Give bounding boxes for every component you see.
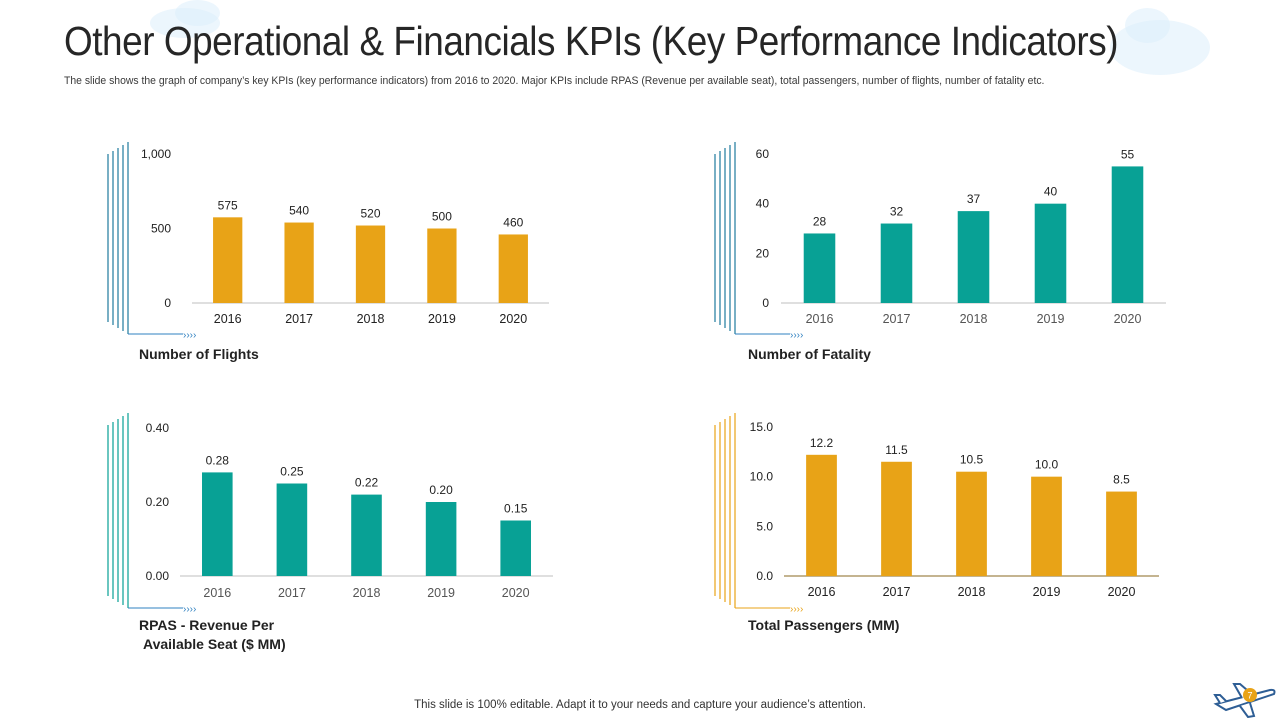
bar <box>355 225 386 303</box>
bar <box>1034 203 1067 303</box>
bar-value-label: 10.0 <box>1035 458 1059 472</box>
bar-value-label: 0.20 <box>429 483 453 497</box>
bar-value-label: 0.22 <box>355 476 379 490</box>
y-tick-label: 0.40 <box>146 421 170 435</box>
bar-value-label: 37 <box>967 192 981 206</box>
chart-title-text: Number of Flights <box>139 346 259 362</box>
chart-title-flights: Number of Flights <box>139 345 259 364</box>
x-category-label: 2018 <box>960 312 988 326</box>
x-category-label: 2016 <box>214 312 242 326</box>
bar-value-label: 32 <box>890 205 904 219</box>
bar <box>806 454 837 576</box>
y-tick-label: 40 <box>756 197 770 211</box>
decorative-arrows: ›››› <box>183 604 196 615</box>
bar <box>213 217 243 303</box>
cloud-decoration <box>1125 8 1170 43</box>
y-tick-label: 5.0 <box>756 519 773 533</box>
bar-value-label: 10.5 <box>960 453 984 467</box>
x-category-label: 2016 <box>808 585 836 599</box>
bar-value-label: 500 <box>432 210 452 224</box>
bar-value-label: 575 <box>218 198 238 212</box>
cloud-decoration <box>175 0 220 26</box>
bar-value-label: 8.5 <box>1113 473 1130 487</box>
x-category-label: 2018 <box>353 586 381 600</box>
x-category-label: 2019 <box>427 586 455 600</box>
x-category-label: 2017 <box>285 312 313 326</box>
chart-title-text: Total Passengers (MM) <box>748 617 900 633</box>
x-category-label: 2016 <box>806 312 834 326</box>
page-number: 7 <box>1247 691 1252 701</box>
x-category-label: 2020 <box>502 586 530 600</box>
airplane-icon: 7 <box>1213 683 1276 718</box>
x-category-label: 2017 <box>278 586 306 600</box>
bar <box>956 471 987 576</box>
bar <box>1031 476 1062 576</box>
page-subtitle: The slide shows the graph of company’s k… <box>64 75 1045 87</box>
chart-title-fatality: Number of Fatality <box>748 345 871 364</box>
y-tick-label: 10.0 <box>750 470 774 484</box>
bar <box>957 211 990 303</box>
bar-value-label: 40 <box>1044 185 1058 199</box>
bar <box>498 234 528 303</box>
bar-value-label: 55 <box>1121 147 1135 161</box>
bar-value-label: 0.15 <box>504 502 528 516</box>
bar-value-label: 28 <box>813 214 827 228</box>
bar <box>351 494 382 576</box>
bar <box>803 233 836 303</box>
y-tick-label: 0 <box>164 296 171 310</box>
bar-value-label: 540 <box>289 204 309 218</box>
chart-title-line: Available Seat ($ MM) <box>143 636 286 652</box>
bar <box>881 461 912 576</box>
y-tick-label: 15.0 <box>750 420 774 434</box>
bar <box>425 502 457 576</box>
x-category-label: 2018 <box>958 585 986 599</box>
x-category-label: 2020 <box>499 312 527 326</box>
x-category-label: 2018 <box>357 312 385 326</box>
x-category-label: 2020 <box>1114 312 1142 326</box>
chart-title-text: Number of Fatality <box>748 346 871 362</box>
chart-title-line: RPAS - Revenue Per <box>139 617 275 633</box>
x-category-label: 2020 <box>1108 585 1136 599</box>
y-tick-label: 20 <box>756 246 770 260</box>
bar-value-label: 12.2 <box>810 436 834 450</box>
y-tick-label: 0 <box>762 296 769 310</box>
bar <box>500 520 531 576</box>
chart-title-rpas: RPAS - Revenue Per Available Seat ($ MM) <box>139 616 286 654</box>
y-tick-label: 0.20 <box>146 495 170 509</box>
bar-value-label: 520 <box>360 207 380 221</box>
bar-value-label: 460 <box>503 215 523 229</box>
chart-title-passengers: Total Passengers (MM) <box>748 616 899 635</box>
x-category-label: 2019 <box>428 312 456 326</box>
x-category-label: 2017 <box>883 312 911 326</box>
bar <box>1106 491 1137 576</box>
bar <box>1111 166 1144 303</box>
x-category-label: 2019 <box>1033 585 1061 599</box>
bar <box>880 223 913 303</box>
y-tick-label: 60 <box>756 147 770 161</box>
decorative-arrows: ›››› <box>790 330 803 341</box>
decorative-arrows: ›››› <box>790 604 803 615</box>
x-category-label: 2016 <box>203 586 231 600</box>
bar <box>284 222 314 303</box>
bar-value-label: 0.25 <box>280 465 304 479</box>
bar-value-label: 11.5 <box>885 443 908 457</box>
x-category-label: 2019 <box>1037 312 1065 326</box>
page-title: Other Operational & Financials KPIs (Key… <box>64 18 1119 64</box>
decorative-arrows: ›››› <box>183 330 196 341</box>
footer-note: This slide is 100% editable. Adapt it to… <box>414 699 866 711</box>
y-tick-label: 1,000 <box>141 147 171 161</box>
bar <box>202 472 233 576</box>
x-category-label: 2017 <box>883 585 911 599</box>
bar-value-label: 0.28 <box>206 453 230 467</box>
y-tick-label: 500 <box>151 222 171 236</box>
bar <box>276 483 308 576</box>
y-tick-label: 0.0 <box>756 569 773 583</box>
bar <box>427 228 457 303</box>
y-tick-label: 0.00 <box>146 569 170 583</box>
